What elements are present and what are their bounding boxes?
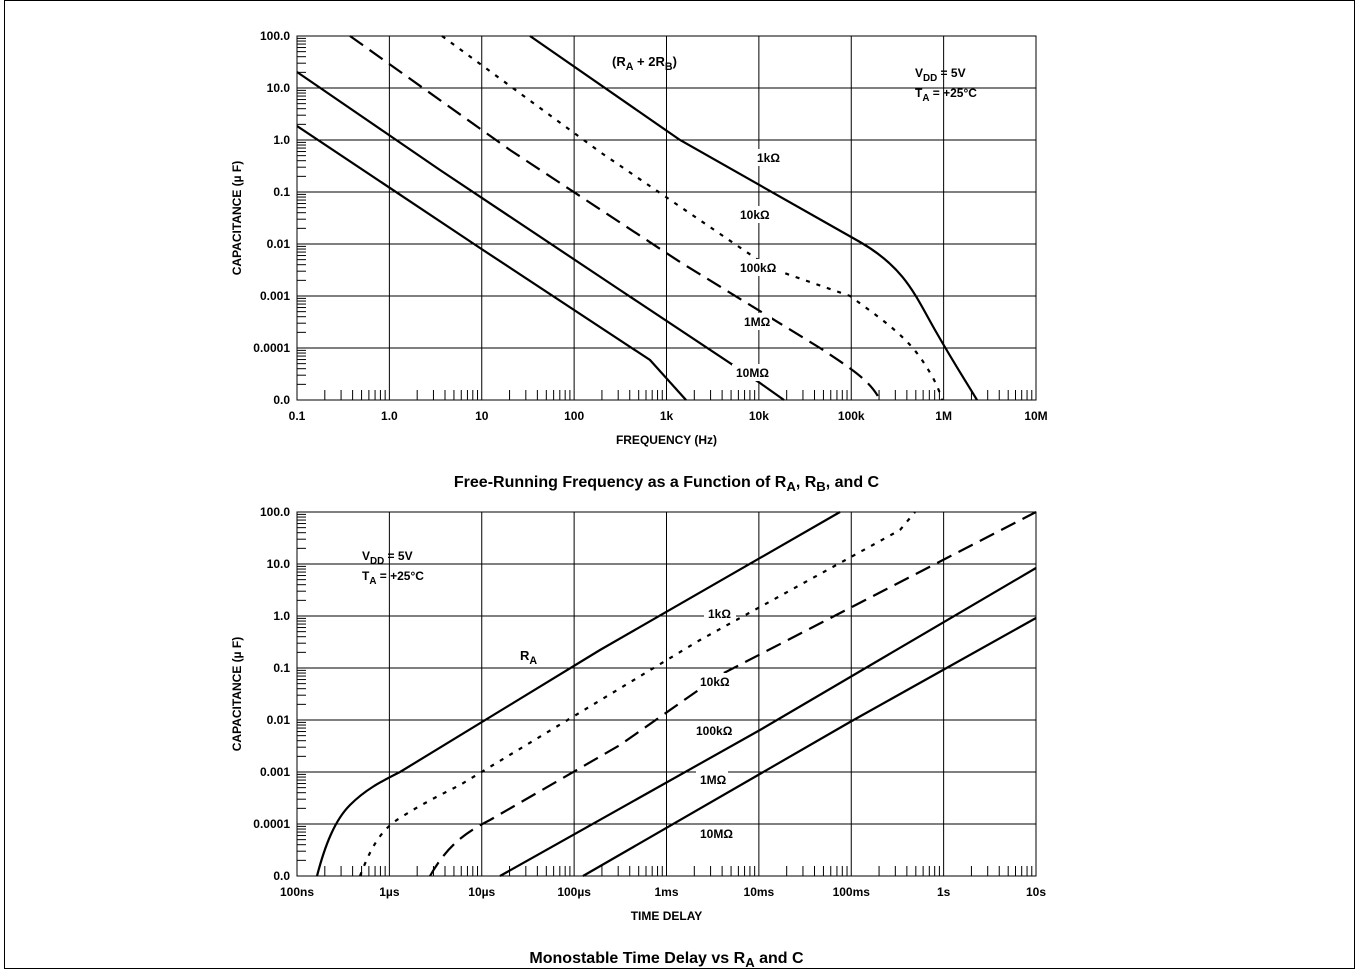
- series-label-bg: [704, 605, 736, 622]
- series-line-1Mohm: [296, 71, 785, 401]
- x-tick-label: 1k: [660, 409, 674, 423]
- condition-annotation: VDD = 5V: [362, 549, 413, 567]
- series-line-10kohm: [358, 511, 916, 877]
- x-tick-label: 10M: [1024, 409, 1047, 423]
- series-label: 1kΩ: [757, 151, 780, 165]
- x-tick-label: 10: [475, 409, 489, 423]
- x-tick-label: 1M: [935, 409, 952, 423]
- y-tick-label: 10.0: [267, 557, 291, 571]
- series-label-bg: [696, 825, 736, 842]
- series-line-1Mohm: [499, 567, 1037, 877]
- series-label-bg: [736, 206, 776, 223]
- group-annotation: (RA + 2RB): [612, 54, 677, 73]
- y-tick-label: 1.0: [273, 133, 290, 147]
- y-tick-label: 0.01: [267, 237, 291, 251]
- y-tick-label: 0.0001: [253, 817, 290, 831]
- chart-frequency: 0.1 1.0 10 100 1k 10k 100k 1M 10M 100.0 10.0 1.0 0.1…: [230, 29, 1048, 494]
- y-tick-label: 100.0: [260, 505, 290, 519]
- x-tick-label: 1s: [937, 885, 951, 899]
- y-tick-label: 0.001: [260, 289, 290, 303]
- x-tick-label: 10k: [749, 409, 769, 423]
- series-line-10kohm: [441, 35, 944, 401]
- y-tick-label: 0.01: [267, 713, 291, 727]
- series-label: 1MΩ: [700, 773, 727, 787]
- x-tick-label: 10s: [1026, 885, 1046, 899]
- series-line-100kohm: [429, 511, 1037, 877]
- chart-title: Monostable Time Delay vs RA and C: [529, 950, 804, 970]
- x-tick-label: 100: [564, 409, 584, 423]
- series-label-bg: [732, 364, 772, 381]
- x-tick-label: 1µs: [379, 885, 400, 899]
- series-label: 10MΩ: [700, 827, 733, 841]
- y-tick-label: 1.0: [273, 609, 290, 623]
- group-annotation: RA: [520, 648, 537, 667]
- y-tick-label: 10.0: [267, 81, 291, 95]
- series-label-bg: [696, 771, 728, 788]
- y-tick-label: 0.0: [273, 869, 290, 883]
- series-label: 1kΩ: [708, 607, 731, 621]
- x-tick-label: 100ms: [833, 885, 871, 899]
- series-label: 10kΩ: [700, 675, 730, 689]
- condition-annotation: VDD = 5V: [915, 66, 966, 84]
- y-tick-label: 0.1: [273, 661, 290, 675]
- x-axis-label: FREQUENCY (Hz): [616, 433, 717, 447]
- series-line-1kohm: [529, 35, 978, 401]
- y-tick-label: 100.0: [260, 29, 290, 43]
- series-label: 10kΩ: [740, 208, 770, 222]
- x-tick-label: 10ms: [744, 885, 775, 899]
- y-axis-label: CAPACITANCE (µ F): [230, 637, 244, 751]
- x-tick-label: 100ns: [280, 885, 314, 899]
- x-tick-label: 0.1: [289, 409, 306, 423]
- series-label: 10MΩ: [736, 366, 769, 380]
- x-tick-label: 1ms: [654, 885, 678, 899]
- series-label-bg: [753, 149, 785, 166]
- y-tick-label: 0.0001: [253, 341, 290, 355]
- series-line-10Mohm: [582, 617, 1037, 877]
- x-tick-label: 100k: [838, 409, 865, 423]
- series-label: 1MΩ: [744, 315, 771, 329]
- x-tick-label: 10µs: [468, 885, 495, 899]
- y-tick-label: 0.001: [260, 765, 290, 779]
- series-line-10Mohm: [296, 125, 687, 401]
- series-line-100kohm: [349, 35, 881, 401]
- condition-annotation: TA = +25°C: [362, 569, 424, 587]
- x-tick-label: 1.0: [381, 409, 398, 423]
- y-axis-label: CAPACITANCE (µ F): [230, 161, 244, 275]
- x-tick-label: 100µs: [557, 885, 591, 899]
- series-label-bg: [696, 673, 736, 690]
- series-line-1kohm: [315, 511, 841, 877]
- condition-annotation: TA = +25°C: [915, 86, 977, 104]
- chart-time-delay: 100ns 1µs 10µs 100µs 1ms 10ms 100ms 1s 10s 100.0 1…: [230, 505, 1046, 970]
- y-tick-label: 0.0: [273, 393, 290, 407]
- figure-frame: [4, 0, 1355, 969]
- y-tick-label: 0.1: [273, 185, 290, 199]
- series-label-bg: [692, 722, 740, 739]
- chart-title: Free-Running Frequency as a Function of …: [454, 474, 880, 494]
- series-label: 100kΩ: [696, 724, 733, 738]
- x-axis-label: TIME DELAY: [631, 909, 703, 923]
- series-label-bg: [736, 259, 784, 276]
- series-label-bg: [740, 313, 772, 330]
- series-label: 100kΩ: [740, 261, 777, 275]
